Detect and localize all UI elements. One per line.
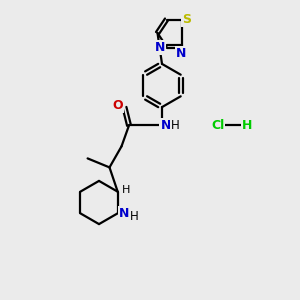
Text: S: S xyxy=(182,13,191,26)
Text: N: N xyxy=(155,41,165,54)
Text: N: N xyxy=(119,207,130,220)
Text: H: H xyxy=(242,119,253,132)
Text: N: N xyxy=(176,46,187,60)
Text: H: H xyxy=(122,185,130,195)
Text: Cl: Cl xyxy=(211,119,224,132)
Text: H: H xyxy=(171,119,180,132)
Text: H: H xyxy=(130,210,139,223)
Text: N: N xyxy=(160,119,171,132)
Text: O: O xyxy=(112,99,123,112)
